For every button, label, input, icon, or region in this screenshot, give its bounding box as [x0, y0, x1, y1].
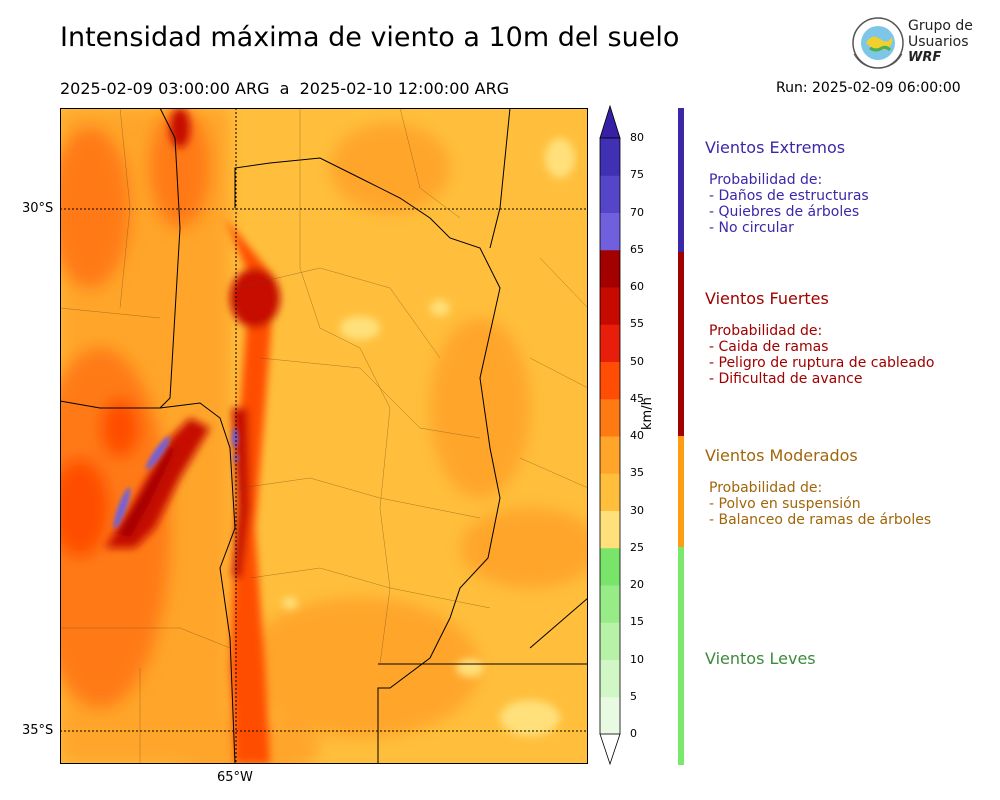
category-desc-strong: Probabilidad de: - Caida de ramas - Peli… [709, 323, 935, 387]
colorbar-tick-label: 15 [630, 615, 644, 629]
colorbar-segment [600, 622, 620, 660]
wrf-logo [852, 17, 904, 69]
colorbar-segment [600, 696, 620, 735]
page-title: Intensidad máxima de viento a 10m del su… [60, 22, 680, 53]
wind-intensity-map [60, 108, 588, 764]
category-bar-strong [678, 252, 684, 436]
colorbar-tick-label: 75 [630, 168, 644, 182]
colorbar [599, 104, 621, 766]
colorbar-segment [600, 249, 620, 288]
colorbar-extend-low [599, 733, 621, 766]
colorbar-segment [600, 585, 620, 623]
field-ridge [170, 108, 280, 764]
colorbar-segment [600, 324, 620, 362]
colorbar-tick-label: 20 [630, 578, 644, 591]
colorbar-segment [600, 212, 620, 251]
category-bar-moderate [678, 436, 684, 547]
logo-text: Grupo de Usuarios WRF [908, 18, 973, 65]
colorbar-tick-label: 60 [630, 280, 644, 293]
field-light-patches [282, 138, 575, 736]
colorbar-tick-label: 65 [630, 242, 644, 256]
colorbar-segment [600, 138, 620, 176]
department-borders [60, 108, 588, 764]
colorbar-tick-label: 5 [630, 689, 637, 703]
logo-emblem-icon [852, 17, 904, 69]
category-title-light: Vientos Leves [705, 649, 816, 668]
category-desc-extreme: Probabilidad de: - Daños de estructuras … [709, 172, 869, 236]
category-bar-extreme [678, 108, 684, 252]
run-time: Run: 2025-02-09 06:00:00 [776, 80, 961, 96]
forecast-period: 2025-02-09 03:00:00 ARG a 2025-02-10 12:… [60, 79, 510, 98]
category-title-extreme: Vientos Extremos [705, 138, 846, 157]
colorbar-segment [600, 510, 620, 549]
colorbar-tick-label: 35 [630, 466, 644, 480]
colorbar-tick-label: 0 [630, 727, 637, 740]
field-west-ridge [105, 418, 210, 548]
category-desc-moderate: Probabilidad de: - Polvo en suspensión -… [709, 480, 932, 528]
lat-label-35s: 35°S [22, 723, 54, 738]
colorbar-tick-label: 40 [630, 429, 644, 442]
colorbar-tick-label: 70 [630, 205, 644, 219]
category-bar-light [678, 547, 684, 765]
colorbar-tick-label: 25 [630, 540, 644, 554]
gridlines [60, 108, 588, 764]
colorbar-tick-label: 55 [630, 317, 644, 331]
province-borders [60, 108, 588, 764]
colorbar-unit: km/h [640, 397, 655, 430]
colorbar-segment [600, 398, 620, 437]
colorbar-segment [600, 547, 620, 586]
category-title-moderate: Vientos Moderados [705, 446, 858, 465]
field-extreme-patches [113, 428, 238, 529]
colorbar-extend-high [599, 104, 621, 139]
colorbar-outline [599, 137, 621, 735]
colorbar-segment [600, 436, 620, 474]
colorbar-segment [600, 175, 620, 213]
colorbar-segment [600, 659, 620, 698]
colorbar-tick-label: 50 [630, 354, 644, 368]
map-frame [60, 108, 588, 764]
colorbar-tick-label: 45 [630, 391, 644, 405]
colorbar-segment [600, 473, 620, 511]
category-title-strong: Vientos Fuertes [705, 289, 829, 308]
colorbar-tick-label: 80 [630, 131, 644, 144]
lon-label-65w: 65°W [217, 770, 253, 785]
colorbar-tick-label: 10 [630, 652, 644, 666]
colorbar-segment [600, 361, 620, 400]
colorbar-tick-label: 30 [630, 503, 644, 517]
colorbar-segment [600, 287, 620, 325]
lat-label-30s: 30°S [22, 201, 54, 216]
